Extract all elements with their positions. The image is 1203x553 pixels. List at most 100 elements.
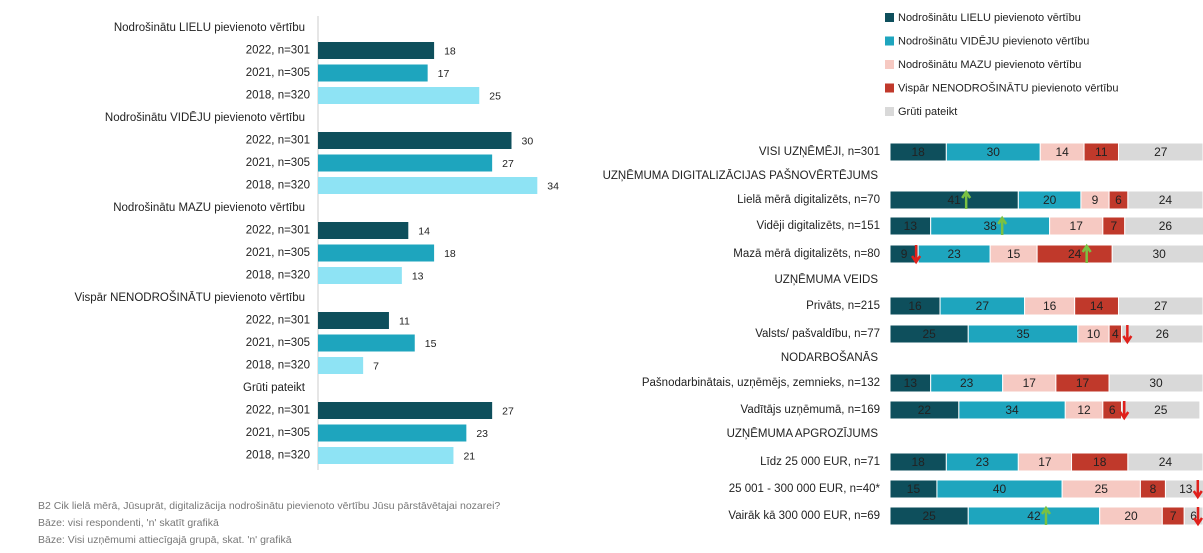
value-label: 20 [1043, 193, 1057, 207]
value-label: 6 [1109, 403, 1116, 417]
legend-label: Grūti pateikt [898, 106, 957, 118]
value-label: 18 [444, 45, 456, 57]
value-label: 30 [1149, 376, 1163, 390]
segment [1127, 452, 1203, 472]
value-label: 14 [1090, 299, 1104, 313]
value-label: 7 [1110, 219, 1117, 233]
value-label: 6 [1115, 193, 1122, 207]
value-label: 17 [1070, 219, 1084, 233]
value-label: 24 [1068, 247, 1082, 261]
section-header: UZŅĒMUMA VEIDS [774, 274, 878, 286]
value-label: 24 [1159, 455, 1173, 469]
value-label: 30 [987, 145, 1001, 159]
value-label: 24 [1159, 193, 1173, 207]
value-label: 41 [947, 193, 961, 207]
row-label: 2021, n=305 [246, 157, 310, 169]
value-label: 35 [1016, 327, 1030, 341]
legend-swatch [885, 60, 894, 69]
bar [318, 132, 512, 149]
bar [318, 447, 454, 464]
value-label: 27 [1154, 145, 1168, 159]
value-label: 17 [438, 68, 450, 80]
legend-label: Nodrošinātu VIDĒJU pievienoto vērtību [898, 35, 1089, 47]
bar [318, 87, 480, 104]
row-label: 2021, n=305 [246, 427, 310, 439]
row-label: Pašnodarbinātais, uzņēmējs, zemnieks, n=… [642, 377, 880, 389]
segment [1121, 400, 1201, 420]
segment [1124, 216, 1203, 236]
value-label: 23 [476, 428, 488, 440]
value-label: 25 [922, 509, 936, 523]
value-label: 23 [947, 247, 961, 261]
value-label: 16 [908, 299, 922, 313]
legend-label: Vispār NENODROŠINĀTU pievienoto vērtību [898, 81, 1119, 94]
row-label: 2022, n=301 [246, 225, 310, 237]
bar [318, 357, 364, 374]
value-label: 23 [960, 376, 974, 390]
value-label: 18 [444, 248, 456, 260]
row-label: Valsts/ pašvaldību, n=77 [755, 328, 880, 340]
value-label: 15 [907, 482, 921, 496]
value-label: 27 [1154, 299, 1168, 313]
legend-swatch [885, 13, 894, 22]
value-label: 14 [1055, 145, 1069, 159]
value-label: 27 [502, 405, 514, 417]
value-label: 18 [911, 145, 925, 159]
value-label: 7 [373, 360, 379, 372]
value-label: 10 [1087, 327, 1101, 341]
value-label: 17 [1038, 455, 1052, 469]
legend-swatch [885, 107, 894, 116]
trend-arrow [1081, 243, 1092, 263]
value-label: 12 [1077, 403, 1091, 417]
trend-arrow [1119, 401, 1130, 421]
value-label: 26 [1159, 219, 1173, 233]
trend-arrow [997, 215, 1008, 235]
footnote: Bāze: visi respondenti, 'n' skatīt grafi… [38, 517, 219, 529]
value-label: 38 [983, 219, 997, 233]
bar [318, 312, 389, 329]
value-label: 25 [1095, 482, 1109, 496]
value-label: 27 [502, 158, 514, 170]
value-label: 18 [1093, 455, 1107, 469]
segment [1127, 190, 1203, 210]
value-label: 17 [1023, 376, 1037, 390]
section-header: UZŅĒMUMA DIGITALIZĀCIJAS PAŠNOVĒRTĒJUMS [603, 169, 879, 182]
row-label: 2021, n=305 [246, 247, 310, 259]
value-label: 34 [547, 180, 559, 192]
value-label: 11 [399, 315, 410, 327]
row-label: Mazā mērā digitalizēts, n=80 [733, 248, 880, 260]
value-label: 13 [904, 219, 918, 233]
group-label: Nodrošinātu MAZU pievienoto vērtību [113, 202, 305, 214]
trend-arrow [961, 189, 972, 209]
row-label: 2018, n=320 [246, 90, 310, 102]
value-label: 9 [901, 247, 908, 261]
value-label: 11 [1095, 145, 1108, 159]
bar [318, 267, 402, 284]
bar [318, 42, 435, 59]
value-label: 8 [1150, 482, 1157, 496]
value-label: 14 [418, 225, 430, 237]
value-label: 15 [425, 338, 437, 350]
value-label: 17 [1076, 376, 1090, 390]
bar [318, 177, 538, 194]
value-label: 16 [1043, 299, 1057, 313]
row-label: 2021, n=305 [246, 67, 310, 79]
row-label: 2022, n=301 [246, 45, 310, 57]
row-label: 2018, n=320 [246, 270, 310, 282]
trend-arrow [1122, 325, 1133, 345]
row-label: 2018, n=320 [246, 360, 310, 372]
value-label: 26 [1156, 327, 1170, 341]
value-label: 25 [489, 90, 501, 102]
group-label: Grūti pateikt [243, 382, 306, 394]
value-label: 15 [1007, 247, 1021, 261]
group-label: Nodrošinātu LIELU pievienoto vērtību [114, 22, 305, 34]
value-label: 30 [1153, 247, 1167, 261]
value-label: 40 [993, 482, 1007, 496]
value-label: 13 [904, 376, 918, 390]
section-header: NODARBOŠANĀS [781, 351, 878, 364]
bar [318, 154, 493, 172]
bar [318, 424, 467, 442]
legend-label: Nodrošinātu LIELU pievienoto vērtību [898, 12, 1081, 24]
group-label: Vispār NENODROŠINĀTU pievienoto vērtību [74, 291, 305, 304]
